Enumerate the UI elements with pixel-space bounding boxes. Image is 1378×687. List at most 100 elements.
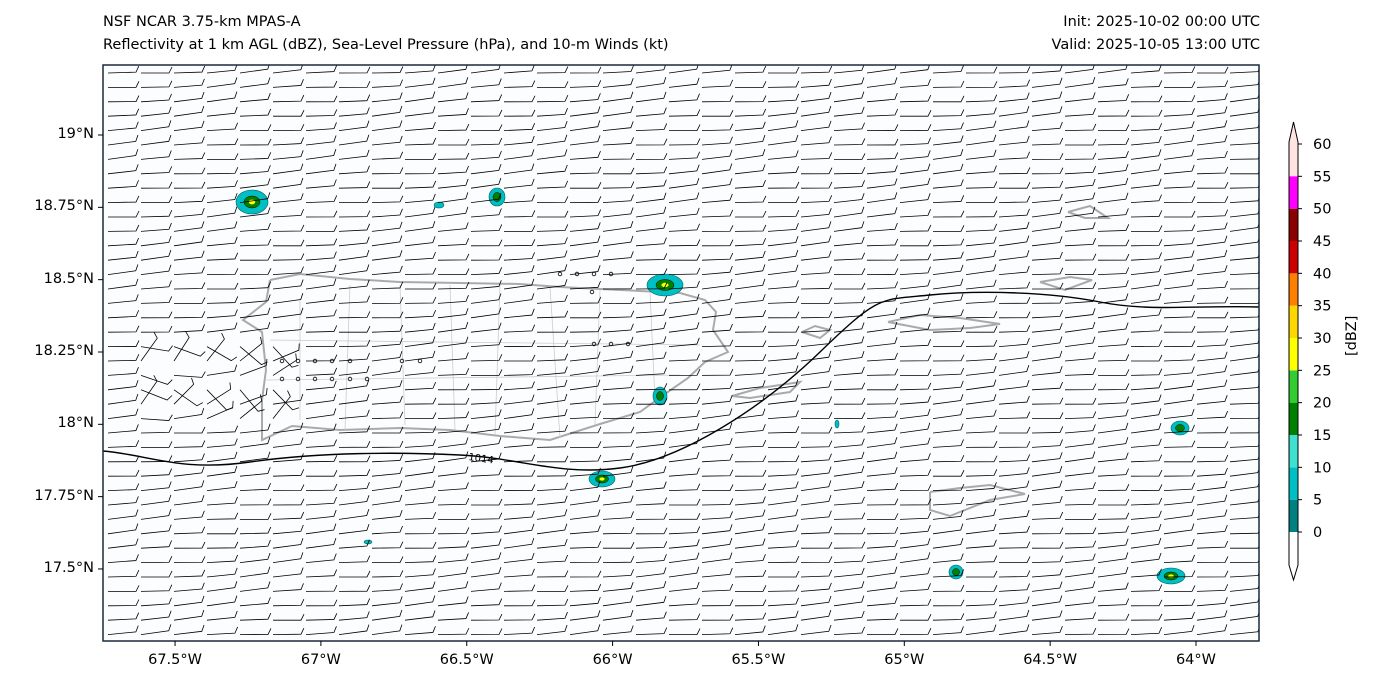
wind-barb	[899, 614, 932, 621]
wind-barb	[1064, 612, 1096, 621]
wind-barb	[800, 494, 832, 506]
wind-barb	[1163, 570, 1196, 578]
wind-barb	[998, 480, 1030, 491]
wind-barb	[437, 282, 470, 290]
wind-barb	[1229, 495, 1259, 506]
wind-barb	[800, 181, 833, 189]
wind-barb	[668, 151, 701, 160]
wind-barb	[206, 167, 239, 175]
wind-barb	[635, 466, 667, 477]
wind-barb	[1097, 164, 1129, 175]
wind-barb	[668, 254, 701, 261]
wind-barb	[206, 425, 239, 434]
lat-tick-label: 18.25°N	[34, 342, 94, 359]
wind-barb	[536, 624, 568, 635]
wind-barb	[173, 371, 206, 378]
wind-barb	[338, 509, 370, 520]
wind-barb	[800, 569, 833, 578]
wind-barb	[800, 136, 832, 146]
wind-barb	[899, 453, 931, 463]
wind-barb	[569, 120, 601, 131]
wind-barb	[635, 336, 667, 347]
wind-barb	[272, 389, 300, 411]
wind-barb	[536, 353, 569, 362]
wind-barb	[371, 467, 403, 477]
wind-barb	[800, 624, 832, 635]
wind-barb	[1229, 91, 1259, 103]
wind-barb	[140, 181, 173, 189]
wind-barb	[371, 494, 403, 506]
wind-barb	[569, 93, 601, 103]
wind-barb	[866, 207, 898, 218]
wind-barb	[668, 437, 700, 448]
wind-barb	[272, 390, 291, 419]
wind-barb	[965, 352, 997, 362]
wind-barb	[833, 252, 866, 261]
wind-barb	[965, 181, 998, 189]
wind-barb	[338, 94, 371, 103]
wind-barb	[1064, 451, 1096, 463]
wind-barb	[800, 235, 832, 247]
wind-barb	[1031, 167, 1064, 175]
wind-barb	[1130, 381, 1162, 391]
wind-barb	[998, 182, 1031, 189]
wind-barb	[899, 109, 932, 117]
wind-barb	[1163, 224, 1196, 232]
wind-barb	[437, 123, 470, 131]
wind-barb	[998, 379, 1030, 391]
wind-barb	[305, 455, 338, 463]
wind-barb	[437, 627, 470, 635]
wind-barb	[833, 153, 866, 160]
wind-barb	[107, 121, 139, 131]
wind-barb	[338, 611, 370, 621]
colorbar-segment	[1289, 208, 1298, 241]
wind-barb	[239, 336, 263, 362]
wind-barb	[470, 280, 502, 290]
wind-barb	[140, 610, 172, 621]
wind-barb	[932, 325, 965, 333]
wind-barb	[1031, 236, 1063, 247]
wind-barb	[206, 567, 238, 578]
wind-barb	[998, 365, 1030, 376]
map-frame	[102, 64, 1260, 642]
wind-barb	[635, 367, 667, 376]
wind-barb	[1064, 282, 1097, 290]
wind-barb	[1064, 368, 1097, 376]
wind-barb	[173, 282, 206, 290]
wind-barb	[206, 465, 238, 477]
wind-barb	[965, 523, 997, 535]
wind-barb	[173, 556, 206, 563]
wind-barb	[899, 239, 932, 247]
wind-barb	[404, 350, 436, 362]
wind-barb	[239, 124, 272, 131]
wind-barb	[371, 281, 404, 290]
wind-barb	[734, 237, 766, 247]
calm-wind-marker	[347, 358, 353, 364]
wind-barb	[272, 614, 305, 621]
wind-barb	[1064, 178, 1096, 189]
wind-barb	[239, 192, 271, 203]
wind-barb	[965, 365, 997, 376]
wind-barb	[1229, 78, 1259, 88]
wind-barb	[1163, 495, 1195, 506]
wind-barb	[800, 221, 832, 232]
wind-barb	[932, 455, 965, 463]
wind-barb	[866, 410, 898, 419]
wind-barb	[305, 509, 337, 520]
wind-barb	[1130, 599, 1163, 607]
wind-barb	[173, 152, 206, 160]
wind-barb	[635, 77, 667, 88]
wind-barb	[833, 122, 865, 131]
wind-barb	[536, 538, 568, 549]
wind-barb	[338, 210, 371, 218]
wind-barb	[503, 178, 535, 189]
wind-barb	[866, 337, 898, 347]
wind-barb	[965, 236, 997, 247]
wind-barb	[932, 278, 964, 290]
wind-barb	[173, 235, 205, 247]
wind-barb	[239, 222, 271, 232]
wind-barb	[503, 408, 535, 419]
wind-barb	[239, 389, 265, 412]
wind-barb	[206, 595, 238, 607]
